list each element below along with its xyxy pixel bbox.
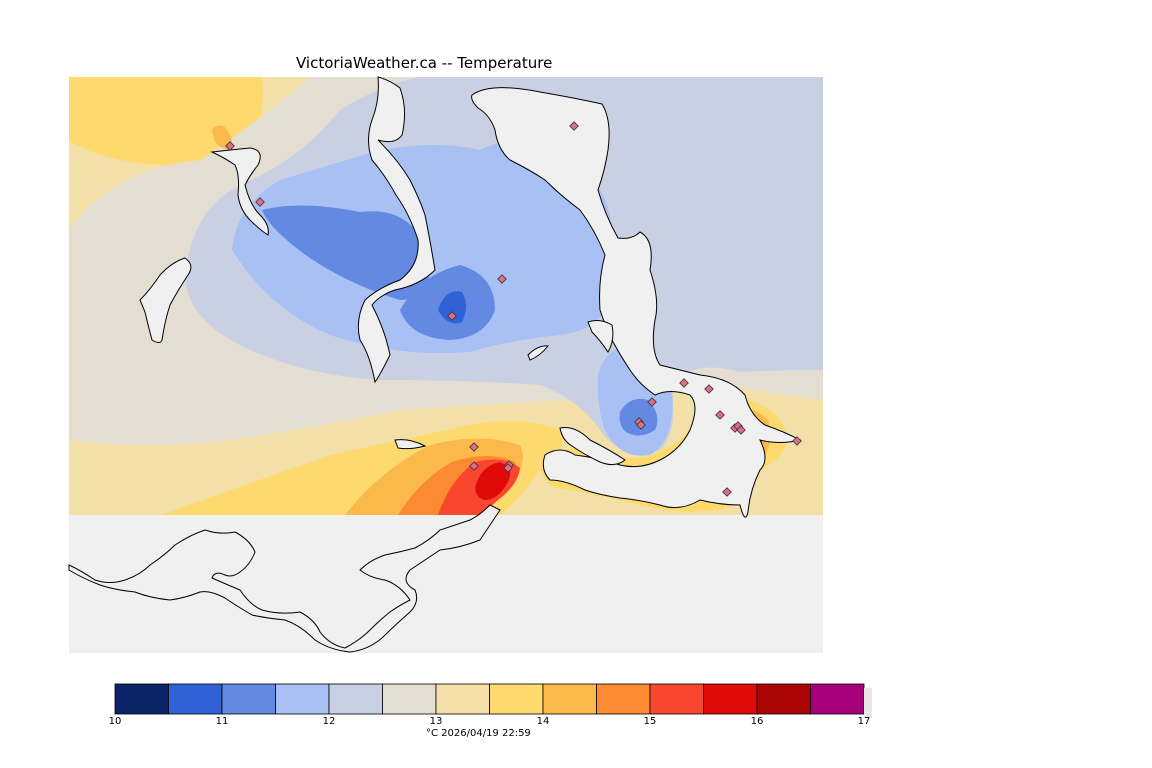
islands [139, 147, 626, 466]
station-marker [503, 463, 513, 473]
legend-swatch [810, 683, 865, 715]
station-marker [679, 378, 689, 388]
legend-swatch [756, 683, 811, 715]
legend-swatch [168, 683, 223, 715]
station-marker [469, 442, 479, 452]
legend-tick-label: 13 [429, 716, 443, 727]
legend-tick-label: 14 [536, 716, 550, 727]
station-marker [636, 420, 646, 430]
legend-swatch [221, 683, 276, 715]
legend-footer: °C 2026/04/19 22:59 [426, 728, 531, 739]
legend-tick-label: 10 [108, 716, 122, 727]
temperature-contours [69, 77, 823, 515]
legend-swatch [649, 683, 704, 715]
map-title: VictoriaWeather.ca -- Temperature [296, 54, 553, 72]
legend-tick-label: 16 [750, 716, 764, 727]
station-marker [647, 397, 657, 407]
legend-swatch [382, 683, 437, 715]
legend-tick-label: 12 [322, 716, 336, 727]
station-marker [255, 197, 265, 207]
station-marker [447, 311, 457, 321]
legend-swatch [328, 683, 383, 715]
legend-tick-label: 15 [643, 716, 657, 727]
coastline [68, 76, 802, 653]
station-markers [225, 121, 802, 497]
legend-swatch [703, 683, 758, 715]
legend-swatch [489, 683, 544, 715]
station-marker [704, 384, 714, 394]
legend-swatch [114, 683, 169, 715]
legend-tick-label: 17 [857, 716, 871, 727]
legend-swatch [275, 683, 330, 715]
station-marker [469, 461, 479, 471]
station-marker [715, 410, 725, 420]
color-legend [114, 683, 872, 718]
legend-swatch [596, 683, 651, 715]
station-marker [792, 436, 802, 446]
station-marker [497, 274, 507, 284]
legend-swatch [542, 683, 597, 715]
station-marker [569, 121, 579, 131]
legend-tick-label: 11 [215, 716, 229, 727]
legend-swatch [435, 683, 490, 715]
station-marker [722, 487, 732, 497]
legend-shadow [864, 688, 872, 718]
station-marker [736, 425, 746, 435]
station-marker [225, 141, 235, 151]
